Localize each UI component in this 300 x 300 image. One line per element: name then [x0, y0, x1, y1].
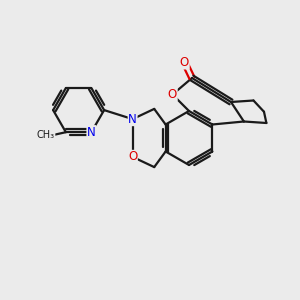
- Text: N: N: [87, 126, 96, 139]
- Text: O: O: [168, 88, 177, 101]
- Text: O: O: [128, 150, 137, 164]
- Text: O: O: [180, 56, 189, 69]
- Text: N: N: [128, 112, 137, 126]
- Text: CH₃: CH₃: [37, 130, 55, 140]
